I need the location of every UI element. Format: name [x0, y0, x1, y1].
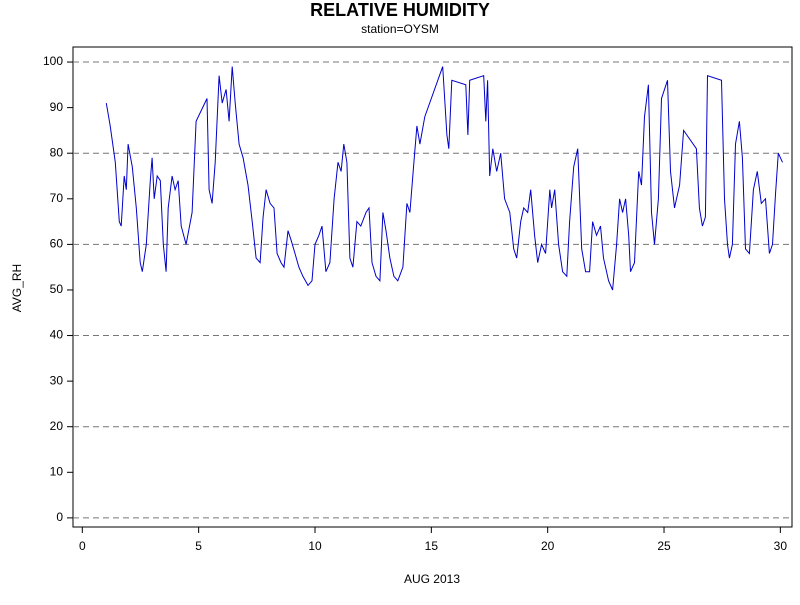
chart-title: RELATIVE HUMIDITY — [310, 0, 490, 20]
chart-subtitle: station=OYSM — [361, 22, 439, 36]
plot-frame — [72, 46, 793, 528]
y-tick-label: 10 — [50, 464, 64, 478]
x-tick-label: 5 — [195, 539, 202, 553]
y-tick-label: 60 — [50, 237, 64, 251]
y-tick-label: 30 — [50, 373, 64, 387]
data-line — [105, 66, 783, 291]
x-tick-label: 10 — [308, 539, 322, 553]
y-tick-label: 100 — [43, 54, 63, 68]
x-axis-label: AUG 2013 — [404, 572, 460, 586]
y-tick-label: 80 — [50, 145, 64, 159]
y-axis-label: AVG_RH — [10, 264, 24, 312]
y-tick-label: 70 — [50, 191, 64, 205]
x-tick-label: 25 — [657, 539, 671, 553]
y-tick-label: 0 — [56, 510, 63, 524]
y-tick-label: 20 — [50, 419, 64, 433]
x-tick-label: 20 — [541, 539, 555, 553]
y-tick-label: 40 — [50, 328, 64, 342]
y-tick-label: 90 — [50, 100, 64, 114]
x-tick-label: 15 — [425, 539, 439, 553]
x-tick-label: 0 — [79, 539, 86, 553]
y-tick-label: 50 — [50, 282, 64, 296]
x-tick-label: 30 — [774, 539, 788, 553]
